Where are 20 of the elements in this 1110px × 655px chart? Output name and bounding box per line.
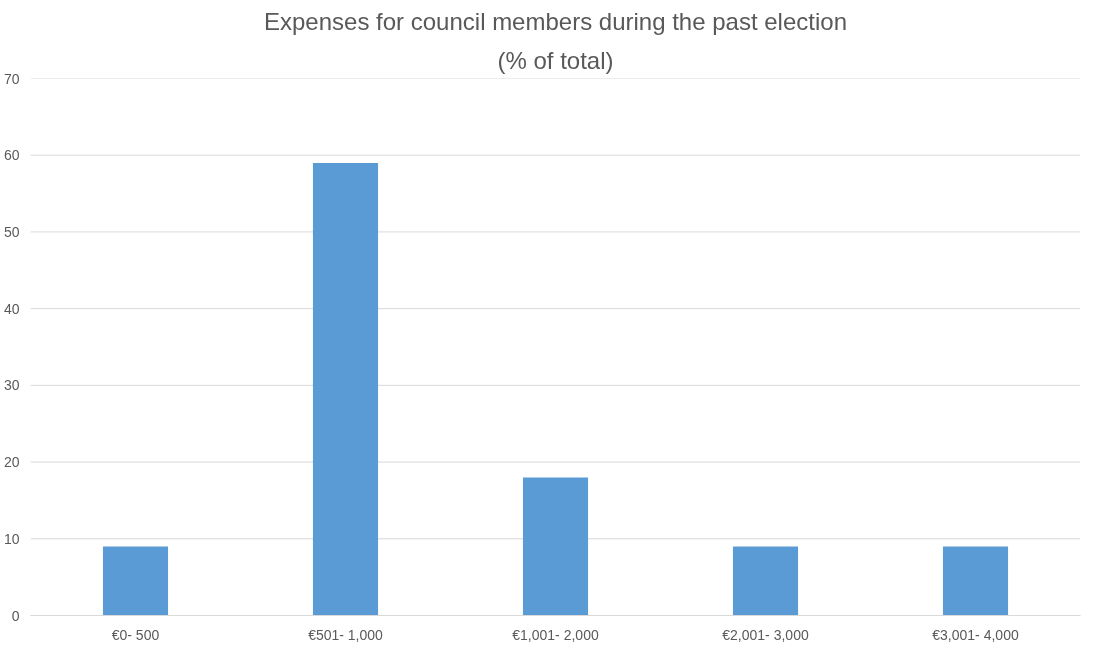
y-tick-label: 0	[11, 607, 20, 624]
y-tick-label: 60	[3, 147, 20, 164]
bar	[522, 477, 589, 616]
bar	[732, 546, 799, 616]
y-tick-label: 40	[3, 300, 20, 317]
bar	[942, 546, 1009, 616]
x-tick-label: €3,001- 4,000	[932, 626, 1019, 643]
x-tick-label: €501- 1,000	[308, 626, 384, 643]
x-tick-label: €2,001- 3,000	[722, 626, 809, 643]
y-tick-label: 30	[3, 377, 20, 394]
x-tick-label: €0- 500	[111, 626, 160, 643]
bar	[102, 546, 169, 616]
y-tick-label: 70	[3, 70, 20, 87]
chart-subtitle: (% of total)	[497, 46, 614, 74]
y-tick-label: 50	[3, 223, 20, 240]
bar	[312, 162, 379, 616]
x-tick-label: €1,001- 2,000	[512, 626, 599, 643]
y-tick-label: 10	[3, 530, 20, 547]
chart-title: Expenses for council members during the past election	[264, 7, 847, 35]
y-tick-label: 20	[3, 454, 20, 471]
